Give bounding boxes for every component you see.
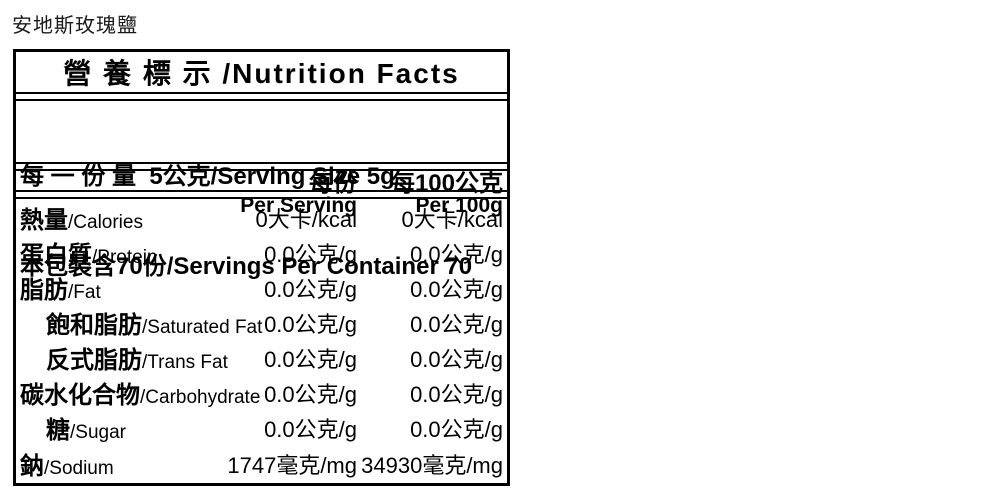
value-per-100g: 0大卡/kcal bbox=[401, 206, 503, 232]
row-fat: 脂肪/Fat 0.0公克/g 0.0公克/g bbox=[16, 270, 507, 305]
nutrient-label: 蛋白質/Protein bbox=[20, 235, 157, 270]
row-carbohydrate: 碳水化合物/Carbohydrate 0.0公克/g 0.0公克/g bbox=[16, 375, 507, 410]
value-per-100g: 0.0公克/g bbox=[410, 346, 503, 372]
nutrient-label: 脂肪/Fat bbox=[20, 270, 101, 305]
row-trans-fat: 反式脂肪/Trans Fat 0.0公克/g 0.0公克/g bbox=[16, 340, 507, 375]
nutrient-name-zh: 飽和脂肪 bbox=[46, 312, 142, 339]
nutrient-name-zh: 脂肪 bbox=[20, 277, 68, 304]
double-rule-divider bbox=[16, 190, 507, 199]
value-per-100g: 34930毫克/mg bbox=[361, 453, 503, 478]
nutrient-name-en: /Carbohydrate bbox=[140, 387, 261, 408]
column-header-zh: 每100公克 bbox=[390, 170, 503, 197]
nutrient-name-zh: 鈉 bbox=[20, 453, 44, 480]
nutrient-label: 熱量/Calories bbox=[20, 200, 143, 235]
nutrient-name-en: /Trans Fat bbox=[142, 352, 228, 373]
row-calories: 熱量/Calories 0大卡/kcal 0大卡/kcal bbox=[16, 200, 507, 235]
nutrient-name-zh: 碳水化合物 bbox=[20, 382, 140, 409]
nutrient-name-en: /Fat bbox=[68, 282, 101, 303]
value-per-serving: 0大卡/kcal bbox=[255, 206, 357, 232]
serving-size-line: 每 一 份 量 5公克/Serving Size 5g bbox=[20, 163, 395, 190]
product-title: 安地斯玫瑰鹽 bbox=[12, 15, 138, 37]
nutrient-label: 糖/Sugar bbox=[46, 410, 126, 445]
value-per-100g: 0.0公克/g bbox=[410, 241, 503, 267]
nutrient-name-en: /Saturated Fat bbox=[142, 317, 263, 338]
value-per-serving: 0.0公克/g bbox=[264, 381, 357, 407]
row-sugar: 糖/Sugar 0.0公克/g 0.0公克/g bbox=[16, 410, 507, 445]
nutrient-label: 飽和脂肪/Saturated Fat bbox=[46, 305, 262, 340]
nutrient-name-zh: 蛋白質 bbox=[20, 242, 92, 269]
nutrient-name-zh: 糖 bbox=[46, 417, 70, 444]
label-title: 營 養 標 示 /Nutrition Facts bbox=[63, 58, 460, 89]
column-header-per-serving: 每份 Per Serving bbox=[240, 170, 357, 217]
column-header-en: Per 100g bbox=[415, 194, 503, 217]
value-per-100g: 0.0公克/g bbox=[410, 416, 503, 442]
nutrient-name-zh: 反式脂肪 bbox=[46, 347, 142, 374]
nutrient-rows: 熱量/Calories 0大卡/kcal 0大卡/kcal 蛋白質/Protei… bbox=[16, 199, 507, 483]
column-headers: 每份 Per Serving 每100公克 Per 100g bbox=[16, 171, 507, 217]
nutrient-name-en: /Sugar bbox=[70, 422, 126, 443]
value-per-100g: 0.0公克/g bbox=[410, 381, 503, 407]
row-saturated-fat: 飽和脂肪/Saturated Fat 0.0公克/g 0.0公克/g bbox=[16, 305, 507, 340]
row-sodium: 鈉/Sodium 1747毫克/mg 34930毫克/mg bbox=[16, 445, 507, 481]
servings-per-container-line: 本包裝含70份/Servings Per Container 70 bbox=[20, 253, 473, 280]
double-rule-divider bbox=[16, 92, 507, 101]
column-header-en: Per Serving bbox=[240, 194, 357, 217]
value-per-100g: 0.0公克/g bbox=[410, 276, 503, 302]
value-per-serving: 0.0公克/g bbox=[264, 241, 357, 267]
nutrient-label: 碳水化合物/Carbohydrate bbox=[20, 375, 260, 410]
nutrient-name-en: /Sodium bbox=[44, 458, 114, 479]
column-header-zh: 每份 bbox=[309, 170, 357, 197]
row-protein: 蛋白質/Protein 0.0公克/g 0.0公克/g bbox=[16, 235, 507, 270]
nutrient-label: 鈉/Sodium bbox=[20, 446, 114, 481]
value-per-serving: 1747毫克/mg bbox=[227, 453, 357, 478]
value-per-serving: 0.0公克/g bbox=[264, 416, 357, 442]
nutrient-name-en: /Calories bbox=[68, 212, 143, 233]
serving-info-section: 每 一 份 量 5公克/Serving Size 5g 本包裝含70份/Serv… bbox=[16, 101, 507, 280]
value-per-serving: 0.0公克/g bbox=[264, 276, 357, 302]
nutrient-name-en: /Protein bbox=[92, 247, 158, 268]
value-per-100g: 0.0公克/g bbox=[410, 311, 503, 337]
value-per-serving: 0.0公克/g bbox=[264, 311, 357, 337]
nutrient-label: 反式脂肪/Trans Fat bbox=[46, 340, 228, 375]
nutrition-facts-label: 營 養 標 示 /Nutrition Facts 每 一 份 量 5公克/Ser… bbox=[13, 49, 510, 486]
value-per-serving: 0.0公克/g bbox=[264, 346, 357, 372]
double-rule-divider bbox=[16, 162, 507, 171]
column-header-per-100g: 每100公克 Per 100g bbox=[390, 170, 503, 217]
nutrient-name-zh: 熱量 bbox=[20, 207, 68, 234]
